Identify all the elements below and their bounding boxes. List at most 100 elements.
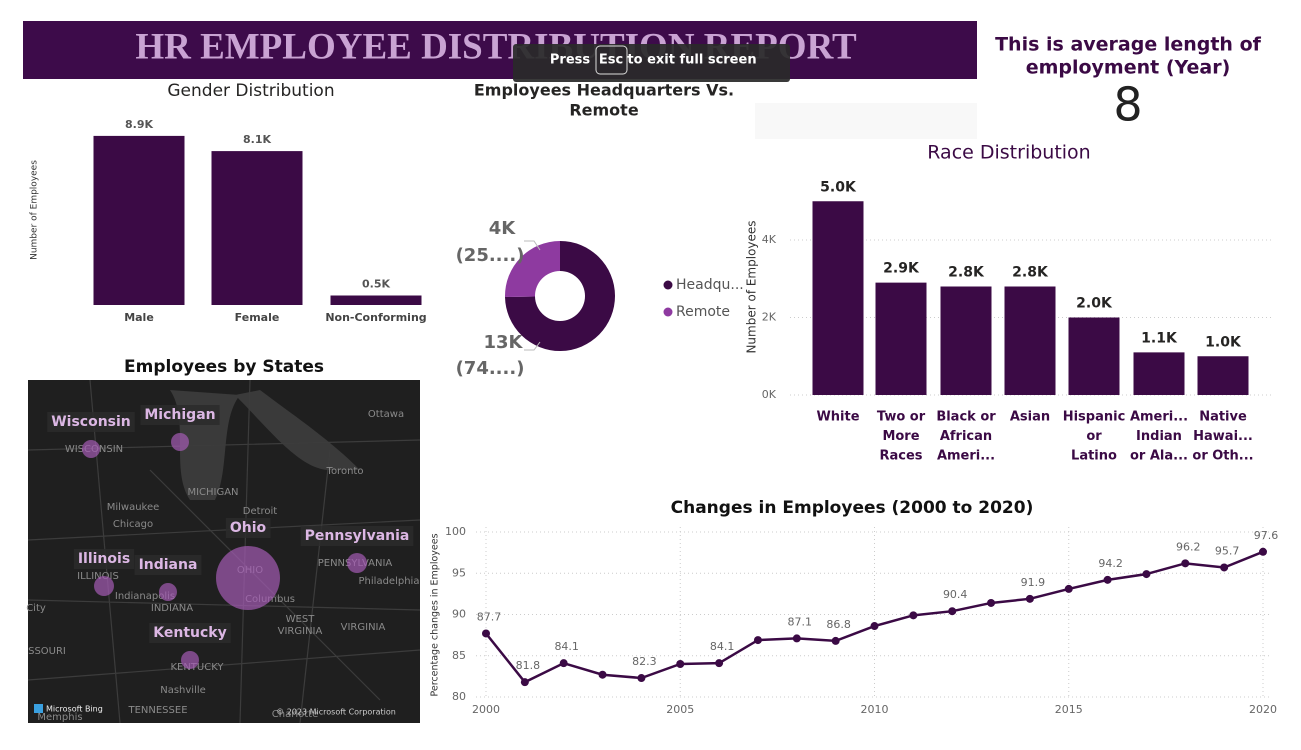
map-attribution: Microsoft Bing xyxy=(46,705,103,714)
y-tick-label: 4K xyxy=(762,233,777,246)
data-label: 1.1K xyxy=(1141,330,1178,346)
map-place-label: Charlotte xyxy=(272,709,318,720)
legend-swatch xyxy=(663,280,673,290)
overlay-text: to exit full screen xyxy=(627,53,756,68)
map-place-label: Detroit xyxy=(243,506,278,517)
y-tick-label: 90 xyxy=(452,608,466,621)
y-tick-label: 100 xyxy=(445,525,466,538)
data-label: 84.1 xyxy=(710,640,735,653)
x-tick-label: Ameri... xyxy=(937,449,995,464)
x-tick-label: or xyxy=(1086,429,1102,444)
point xyxy=(1103,575,1112,584)
kpi-label: employment (Year) xyxy=(1026,57,1231,79)
kpi-label: This is average length of xyxy=(995,34,1262,56)
map-place-label: SSOURI xyxy=(28,646,66,657)
data-label: 1.0K xyxy=(1205,334,1242,350)
point xyxy=(1142,570,1151,579)
data-label: 2.8K xyxy=(948,265,985,281)
x-tick-label: 2005 xyxy=(666,703,694,716)
bar xyxy=(940,286,992,395)
data-label: 91.9 xyxy=(1021,576,1046,589)
point xyxy=(909,611,918,620)
map-place-label: Milwaukee xyxy=(107,502,160,513)
x-tick-label: Female xyxy=(235,311,280,324)
map-place-label: KENTUCKY xyxy=(170,662,224,673)
y-tick-label: 85 xyxy=(452,649,466,662)
point xyxy=(753,636,762,645)
data-label: 82.3 xyxy=(632,655,657,668)
data-label: 0.5K xyxy=(362,278,390,291)
leader-line xyxy=(524,240,541,251)
x-tick-label: 2000 xyxy=(472,703,500,716)
x-tick-label: or Oth... xyxy=(1192,449,1253,464)
data-label: 96.2 xyxy=(1176,540,1201,553)
bar xyxy=(1004,286,1056,395)
point xyxy=(987,598,996,607)
bing-logo xyxy=(34,704,43,713)
x-tick-label: Native xyxy=(1199,410,1247,425)
point xyxy=(1064,584,1073,593)
bar xyxy=(1068,317,1120,395)
data-label: 86.8 xyxy=(826,618,851,631)
point xyxy=(1025,594,1034,603)
bar xyxy=(93,135,185,305)
chart-title: Employees Headquarters Vs. xyxy=(474,81,734,100)
data-label: 95.7 xyxy=(1215,544,1240,557)
map-bubble xyxy=(216,546,280,610)
map-state-label: Ohio xyxy=(230,520,267,536)
x-tick-label: 2020 xyxy=(1249,703,1277,716)
data-label: 5.0K xyxy=(820,179,857,195)
map-bubble xyxy=(94,576,114,596)
map-label-bg xyxy=(149,623,231,643)
data-label-percent: (25....) xyxy=(456,245,525,266)
data-label: 84.1 xyxy=(554,640,579,653)
data-label: 4K xyxy=(489,218,517,239)
map-bubble xyxy=(181,651,199,669)
data-label: 94.2 xyxy=(1098,557,1123,570)
point xyxy=(831,636,840,645)
bar xyxy=(1133,352,1185,395)
map-label-bg xyxy=(140,405,220,425)
point xyxy=(870,622,879,631)
map-place-label: WEST xyxy=(286,614,316,625)
x-tick-label: Male xyxy=(124,311,154,324)
kpi-shade xyxy=(755,103,977,139)
map-label-bg xyxy=(73,549,135,569)
y-tick-label: 0K xyxy=(762,388,777,401)
x-tick-label: More xyxy=(882,429,919,444)
map-place-label: Toronto xyxy=(326,466,364,477)
donut-slice xyxy=(505,241,560,297)
overlay-key: Esc xyxy=(599,53,623,68)
x-tick-label: 2015 xyxy=(1055,703,1083,716)
map-title: Employees by States xyxy=(124,357,324,377)
map-state-label: Illinois xyxy=(78,551,130,567)
x-tick-label: Non-Conforming xyxy=(325,311,426,324)
fullscreen-overlay xyxy=(513,44,790,82)
map-place-label: TENNESSEE xyxy=(127,705,187,716)
data-label: 8.1K xyxy=(243,133,271,146)
map-label-bg xyxy=(47,412,135,432)
point xyxy=(792,634,801,643)
map-place-label: Nashville xyxy=(160,685,206,696)
data-label: 2.8K xyxy=(1012,265,1049,281)
y-tick-label: 95 xyxy=(452,566,466,579)
x-tick-label: African xyxy=(940,429,992,444)
data-label: 2.0K xyxy=(1076,296,1113,312)
map-place-label: ILLINOIS xyxy=(77,571,119,582)
map-place-label: INDIANA xyxy=(151,603,193,614)
map-state-label: Pennsylvania xyxy=(305,528,410,544)
point xyxy=(520,678,529,687)
x-tick-label: Indian xyxy=(1136,429,1182,444)
bar xyxy=(812,201,864,395)
x-tick-label: Ameri... xyxy=(1130,410,1188,425)
data-label-percent: (74....) xyxy=(456,358,525,379)
x-tick-label: Hispanic xyxy=(1063,410,1126,425)
data-label: 97.6 xyxy=(1254,529,1279,542)
map-place-label: MICHIGAN xyxy=(187,487,238,498)
map-place-label: Indianapolis xyxy=(115,591,175,602)
key-box xyxy=(595,45,628,75)
y-axis-label: Number of Employees xyxy=(745,220,759,353)
map-place-label: VIRGINIA xyxy=(341,622,386,633)
leader-line xyxy=(524,341,541,351)
